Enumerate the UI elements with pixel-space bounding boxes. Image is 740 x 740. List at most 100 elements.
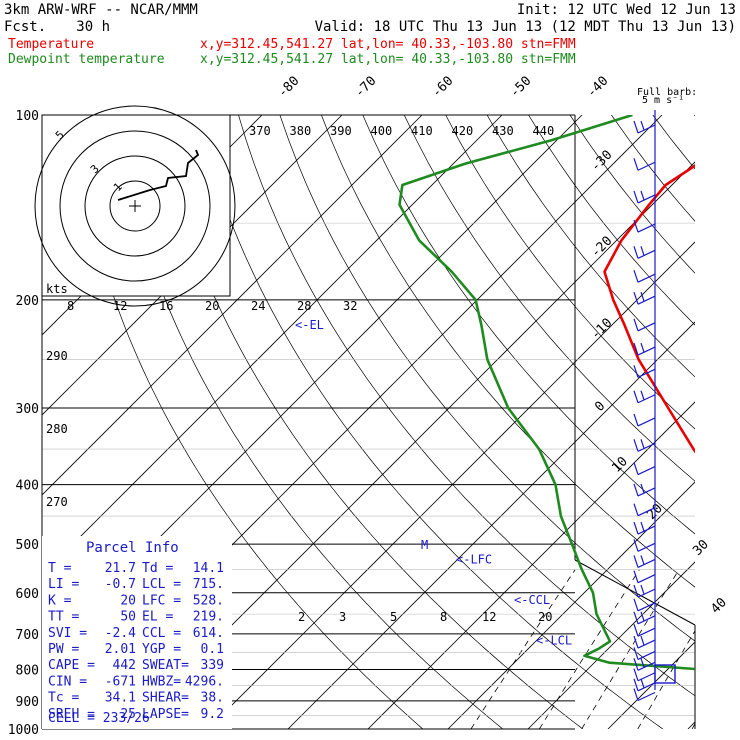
wind-barb-shaft bbox=[637, 542, 656, 552]
mixing-ratio-label: 20 bbox=[538, 610, 552, 624]
parcel-param-label: PW = bbox=[48, 642, 79, 657]
isotherm-label: -50 bbox=[507, 74, 534, 101]
isotherm-line bbox=[607, 641, 695, 729]
wind-barb bbox=[633, 318, 656, 332]
dry-adiabat-line bbox=[652, 115, 695, 170]
mixing-ratio-label: 3 bbox=[339, 610, 346, 624]
wind-barb-shaft bbox=[637, 602, 656, 612]
parcel-param-label: YGP = bbox=[142, 642, 181, 657]
wind-barb bbox=[633, 647, 656, 660]
hodograph-speed-label: 8 bbox=[67, 299, 74, 313]
level-annotation: <-LFC bbox=[456, 553, 492, 567]
parcel-param-label: EL = bbox=[142, 610, 173, 625]
pressure-tick-label: 900 bbox=[16, 695, 39, 710]
parcel-param-value: 25 bbox=[120, 707, 136, 722]
hodograph-speed-label: 20 bbox=[205, 299, 219, 313]
wind-barb-flag bbox=[633, 439, 639, 452]
parcel-info-panel: Parcel Info T = 21.7 Td = 14.1 LI = -0.7 LCL =… bbox=[42, 536, 232, 729]
level-annotation: <-EL bbox=[295, 318, 324, 332]
parcel-param-label: T = bbox=[48, 561, 72, 576]
dewpoint-location: x,y=312.45,541.27 lat,lon= 40.33,-103.80… bbox=[200, 52, 576, 67]
parcel-param-label: SREH = bbox=[48, 707, 95, 722]
parcel-param-label: CIN = bbox=[48, 674, 87, 689]
parcel-param-value: 14.1 bbox=[193, 561, 224, 576]
wind-barb bbox=[633, 365, 656, 378]
wind-barb bbox=[633, 688, 656, 702]
pressure-tick-label: 400 bbox=[16, 479, 39, 494]
wind-barb bbox=[633, 668, 656, 682]
parcel-param-value: 219. bbox=[193, 610, 224, 625]
wind-barb-flag bbox=[640, 190, 645, 201]
mixing-ratio-label: 8 bbox=[440, 610, 447, 624]
wind-barb-shaft bbox=[637, 627, 656, 637]
mixing-ratio-label: 5 bbox=[390, 610, 397, 624]
hodograph-ring bbox=[59, 130, 211, 282]
wind-barb-shaft bbox=[637, 525, 656, 535]
wind-barb-shaft bbox=[637, 682, 656, 692]
wind-barb bbox=[633, 270, 656, 283]
parcel-cell: CELL = 233/26 bbox=[48, 711, 150, 726]
temperature-legend: Temperature bbox=[8, 37, 94, 52]
wind-barb-shaft bbox=[637, 639, 656, 649]
pressure-tick-label: 600 bbox=[16, 587, 39, 602]
isotherm-line bbox=[447, 481, 695, 729]
wind-barb bbox=[633, 483, 656, 497]
parcel-param-label: SWEAT= bbox=[142, 658, 189, 673]
wind-barb-flag bbox=[633, 668, 639, 681]
wind-barb-flag bbox=[640, 521, 645, 532]
wind-barb-shaft bbox=[637, 194, 656, 204]
pressure-tick-label: 1000 bbox=[8, 723, 39, 738]
forecast-label: Fcst. bbox=[4, 19, 46, 35]
wind-barb-flag bbox=[633, 521, 639, 535]
hodograph-ring bbox=[109, 180, 161, 232]
isotherm-label: 30 bbox=[690, 537, 712, 559]
adiabat-label: 370 bbox=[249, 124, 271, 138]
wind-barb bbox=[633, 158, 656, 171]
wind-barb-flag bbox=[633, 483, 639, 497]
parcel-param-value: 614. bbox=[193, 626, 224, 641]
pressure-tick-label: 100 bbox=[16, 109, 39, 124]
isotherm-line bbox=[42, 115, 343, 416]
wind-barb-flag bbox=[633, 647, 639, 660]
wind-barb-flag bbox=[633, 342, 639, 356]
hodograph-speed-label: 24 bbox=[251, 299, 265, 313]
wind-barb-flag bbox=[633, 624, 639, 637]
parcel-param-label: CCL = bbox=[142, 626, 181, 641]
parcel-param-label: LFC = bbox=[142, 593, 181, 608]
parcel-param-value: -0.7 bbox=[105, 577, 136, 592]
isotherm-label: -10 bbox=[588, 316, 615, 343]
wind-barb bbox=[633, 462, 656, 476]
dewpoint-line bbox=[398, 115, 695, 671]
wind-barb-shaft bbox=[637, 161, 656, 171]
dry-adiabat-line bbox=[196, 115, 664, 729]
wind-barb-flag bbox=[633, 365, 639, 378]
mixing-ratio-line bbox=[538, 569, 640, 729]
wind-barb bbox=[633, 521, 656, 535]
isotherm-line bbox=[527, 561, 695, 729]
right-axis-diag bbox=[574, 559, 696, 626]
wind-barb bbox=[633, 503, 656, 517]
wind-barb bbox=[633, 246, 656, 259]
parcel-param-label: TT = bbox=[48, 610, 79, 625]
wind-barb bbox=[633, 658, 656, 671]
wind-barb bbox=[633, 678, 656, 692]
pressure-tick-label: 800 bbox=[16, 663, 39, 678]
parcel-param-value: 0.1 bbox=[201, 642, 224, 657]
wind-barb-flag bbox=[633, 678, 639, 691]
wind-barb-flag bbox=[633, 555, 639, 568]
mixing-ratio-line bbox=[581, 569, 680, 729]
parcel-param-value: 339 bbox=[201, 658, 224, 673]
wind-barb-flag bbox=[640, 555, 645, 565]
hodograph-unit: kts bbox=[46, 282, 68, 296]
parcel-param-value: 442 bbox=[113, 658, 136, 673]
parcel-param-value: 4296. bbox=[185, 674, 224, 689]
parcel-info-title: Parcel Info bbox=[86, 540, 179, 556]
wind-barb bbox=[633, 291, 656, 305]
wind-barb-shaft bbox=[637, 466, 656, 476]
dry-adiabat-line bbox=[694, 115, 695, 117]
level-annotation: M bbox=[421, 538, 428, 552]
wind-barb-flag bbox=[633, 120, 639, 134]
isotherm-label: -40 bbox=[584, 74, 611, 101]
wind-barb-flag bbox=[640, 584, 645, 595]
